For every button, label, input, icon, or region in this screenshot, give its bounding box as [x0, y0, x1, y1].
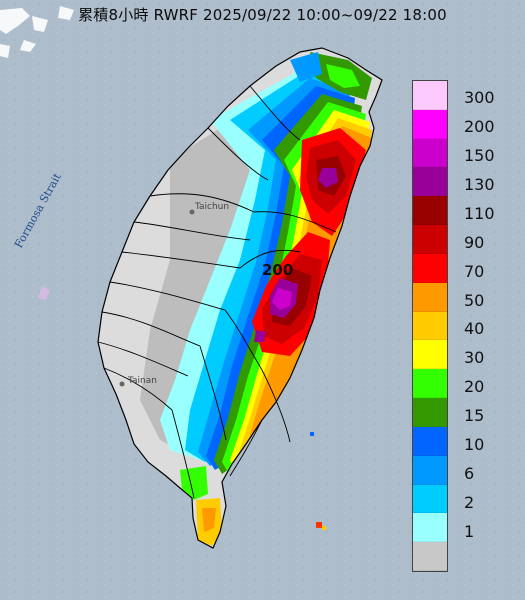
legend-label: 6	[464, 464, 475, 484]
legend-swatch	[413, 542, 447, 572]
islet-rain-2	[322, 526, 326, 530]
city-label-south: Tainan	[128, 376, 157, 386]
legend-label: 70	[464, 261, 485, 281]
legend-label: 2	[464, 493, 475, 513]
legend-label: 130	[464, 174, 495, 194]
legend-swatch	[413, 253, 447, 283]
legend-swatch	[413, 196, 447, 226]
legend-swatch	[413, 340, 447, 370]
city-label-north: Taichun	[195, 202, 230, 212]
legend-label	[452, 543, 518, 572]
legend-color-bar	[412, 80, 448, 572]
legend-swatch	[413, 282, 447, 312]
city-marker-tainan	[119, 381, 125, 387]
legend-label: 30	[464, 348, 485, 368]
legend-label: 90	[464, 232, 485, 252]
legend-label: 1	[464, 522, 475, 541]
legend-label: 150	[464, 145, 495, 165]
city-marker-taichung	[189, 209, 195, 215]
islet-rain-3	[310, 432, 314, 436]
legend-swatch	[413, 225, 447, 254]
county-boundaries	[97, 85, 337, 499]
legend-label: 110	[464, 203, 495, 223]
legend-label: 20	[464, 377, 485, 397]
peak-value-label: 200	[262, 261, 294, 279]
legend-label: 200	[464, 116, 495, 136]
legend-swatch	[413, 109, 447, 139]
islet-rain	[316, 522, 322, 528]
legend-swatch	[413, 455, 447, 485]
legend-labels: 300 200 150 130 110 90 70 50 40 30 20 15 10 6 2 1	[452, 80, 518, 572]
legend-swatch	[413, 513, 447, 543]
legend-swatch	[413, 81, 447, 110]
map-title: 累積8小時 RWRF 2025/09/22 10:00~09/22 18:00	[78, 6, 447, 24]
cloud-specks	[0, 6, 74, 300]
legend-label: 50	[464, 290, 485, 310]
legend-label: 10	[464, 435, 485, 455]
legend-swatch	[413, 311, 447, 341]
legend-swatch	[413, 167, 447, 197]
legend-swatch	[413, 426, 447, 456]
legend-swatch	[413, 398, 447, 427]
legend-swatch	[413, 138, 447, 168]
legend-label: 300	[464, 87, 495, 107]
legend-swatch	[413, 369, 447, 399]
legend-label: 40	[464, 319, 485, 339]
legend-swatch	[413, 484, 447, 514]
color-legend: 300 200 150 130 110 90 70 50 40 30 20 15 10 6 2 1	[412, 80, 520, 572]
legend-label: 15	[464, 406, 485, 426]
